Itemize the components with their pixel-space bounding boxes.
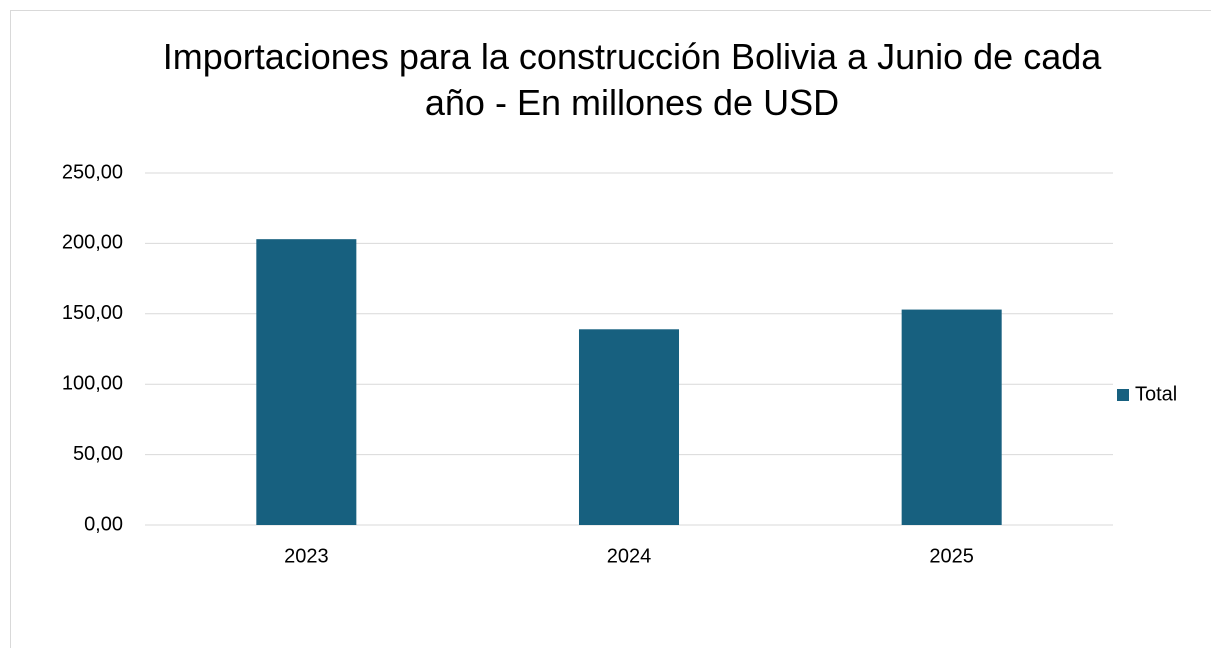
bar xyxy=(901,309,1002,525)
y-tick-label: 150,00 xyxy=(62,302,123,324)
x-tick-label: 2024 xyxy=(607,545,652,567)
bar xyxy=(578,329,680,525)
x-tick-label: 2023 xyxy=(284,545,329,567)
y-tick-label: 0,00 xyxy=(84,513,123,535)
y-tick-label: 100,00 xyxy=(62,372,123,394)
x-tick-label: 2025 xyxy=(929,545,974,567)
legend-label: Total xyxy=(1135,383,1177,405)
chart-frame xyxy=(10,10,1211,648)
bar xyxy=(256,239,357,525)
y-tick-label: 50,00 xyxy=(73,443,123,465)
chart-title: Importaciones para la construcción Boliv… xyxy=(162,36,1102,123)
y-tick-label: 200,00 xyxy=(62,232,123,254)
y-tick-label: 250,00 xyxy=(62,161,123,183)
legend-swatch xyxy=(1117,389,1129,401)
